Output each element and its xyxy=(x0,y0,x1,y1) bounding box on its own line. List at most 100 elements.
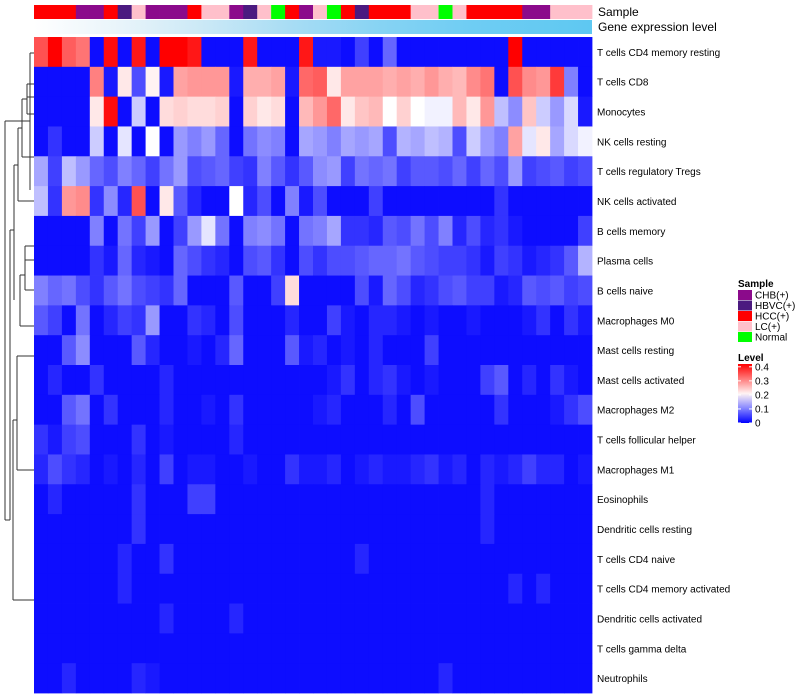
heatmap-cell xyxy=(313,663,328,694)
heatmap-cell xyxy=(103,663,119,694)
heatmap-cell xyxy=(396,663,412,694)
heatmap-cell xyxy=(187,66,202,98)
heatmap-cell xyxy=(75,156,91,187)
heatmap-cell xyxy=(75,633,91,664)
heatmap-cell xyxy=(201,543,216,575)
heatmap-cell xyxy=(89,66,105,98)
heatmap-cell xyxy=(326,603,342,634)
heatmap-cell xyxy=(299,424,314,455)
heatmap-cell xyxy=(159,484,174,515)
heatmap-cell xyxy=(494,484,509,515)
heatmap-cell xyxy=(452,663,467,694)
heatmap-cell xyxy=(340,96,356,127)
heatmap-cell xyxy=(271,37,286,68)
heatmap-cell xyxy=(410,633,425,664)
heatmap-cell xyxy=(103,543,119,575)
heatmap-cell xyxy=(229,543,244,575)
heatmap-cell xyxy=(215,126,230,157)
heatmap-cell xyxy=(578,186,593,217)
heatmap-cell xyxy=(578,126,593,157)
heatmap-cell xyxy=(522,663,537,694)
heatmap-cell xyxy=(187,543,202,575)
heatmap-cell xyxy=(494,454,509,485)
heatmap-cell xyxy=(340,633,356,664)
heatmap-cell xyxy=(173,365,188,396)
sample-annotation-cell xyxy=(326,5,342,19)
heatmap-cell xyxy=(438,305,453,336)
heatmap-cell xyxy=(340,245,356,276)
heatmap-cell xyxy=(89,126,105,157)
heatmap-cell xyxy=(131,66,146,98)
heatmap-cell xyxy=(173,573,188,604)
heatmap-cell xyxy=(382,275,398,306)
heatmap-cell xyxy=(438,603,453,634)
sample-annotation-cell xyxy=(173,5,188,19)
heatmap-cell xyxy=(201,156,216,187)
heatmap-cell xyxy=(243,573,258,604)
heatmap-cell xyxy=(550,335,565,366)
heatmap-cell xyxy=(326,156,342,187)
heatmap-cell xyxy=(438,66,453,98)
heatmap-cell xyxy=(536,543,551,575)
heatmap-cell xyxy=(494,394,509,426)
heatmap-cell xyxy=(229,275,244,306)
heatmap-cell xyxy=(578,275,593,306)
heatmap-cell xyxy=(536,156,551,187)
heatmap-cell xyxy=(243,514,258,545)
heatmap-cell xyxy=(285,96,300,127)
heatmap-cell xyxy=(550,186,565,217)
heatmap-cell xyxy=(145,37,160,68)
heatmap-cell xyxy=(75,603,91,634)
heatmap-cell xyxy=(424,573,439,604)
heatmap-cell xyxy=(382,573,398,604)
heatmap-cell xyxy=(187,365,202,396)
heatmap-cell xyxy=(173,186,188,217)
heatmap-cell xyxy=(536,394,551,426)
heatmap-cell xyxy=(75,66,91,98)
heatmap-cell xyxy=(410,37,425,68)
heatmap-cell xyxy=(47,126,63,157)
heatmap-cell xyxy=(368,96,384,127)
sample-annotation-cell xyxy=(47,5,63,19)
heatmap-cell xyxy=(508,663,523,694)
heatmap-cell xyxy=(536,663,551,694)
heatmap-cell xyxy=(466,454,481,485)
heatmap-cell xyxy=(131,37,146,68)
heatmap-cell xyxy=(564,215,579,247)
heatmap-cell xyxy=(438,215,453,247)
sample-annotation-cell xyxy=(187,5,202,19)
heatmap-cell xyxy=(452,394,467,426)
heatmap-cell xyxy=(410,305,425,336)
heatmap-cell xyxy=(34,66,49,98)
heatmap-cell xyxy=(75,96,91,127)
heatmap-cell xyxy=(75,186,91,217)
heatmap-cell xyxy=(173,275,188,306)
heatmap-cell xyxy=(173,543,188,575)
heatmap-cell xyxy=(257,365,272,396)
heatmap-cell xyxy=(326,514,342,545)
heatmap-cell xyxy=(173,156,188,187)
heatmap-cell xyxy=(480,484,495,515)
heatmap-cell xyxy=(159,454,174,485)
legend-sample-title: Sample xyxy=(738,279,774,290)
heatmap-cell xyxy=(480,603,495,634)
row-label: T cells CD4 memory activated xyxy=(597,585,730,596)
heatmap-cell xyxy=(257,156,272,187)
heatmap-cell xyxy=(508,335,523,366)
heatmap-cell xyxy=(34,543,49,575)
heatmap-cell xyxy=(131,186,146,217)
heatmap-cell xyxy=(424,66,439,98)
heatmap-cell xyxy=(340,394,356,426)
heatmap-cell xyxy=(285,573,300,604)
heatmap-cell xyxy=(117,484,133,515)
heatmap-cell xyxy=(313,66,328,98)
heatmap-cell xyxy=(145,186,160,217)
heatmap-cell xyxy=(424,663,439,694)
heatmap-cell xyxy=(299,245,314,276)
heatmap-cell xyxy=(34,663,49,694)
heatmap-cell xyxy=(159,365,174,396)
heatmap-cell xyxy=(480,543,495,575)
heatmap-cell xyxy=(522,335,537,366)
heatmap-cell xyxy=(368,454,384,485)
heatmap-cell xyxy=(382,245,398,276)
